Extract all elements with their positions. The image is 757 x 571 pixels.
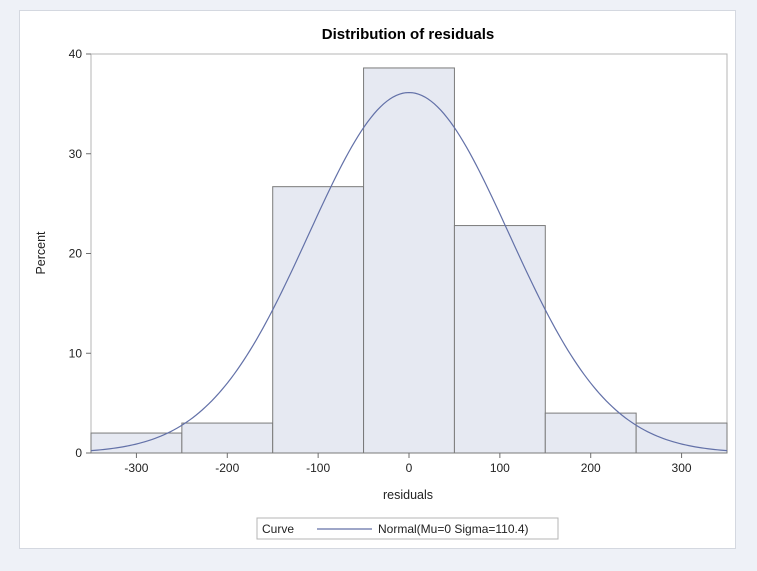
x-tick-label-6: 300 — [672, 461, 692, 475]
legend-box — [256, 517, 559, 540]
histogram-bar-1 — [181, 422, 274, 454]
histogram-bar-4 — [453, 225, 546, 454]
chart-title: Distribution of residuals — [322, 26, 495, 43]
y-tick-label-2: 20 — [69, 247, 83, 261]
x-tick-label-3: 0 — [406, 461, 413, 475]
y-tick-label-3: 30 — [69, 147, 83, 161]
histogram-bar-3 — [363, 67, 455, 454]
chart-panel: Distribution of residuals 0 10 20 30 40 -300… — [19, 10, 736, 549]
y-tick-label-0: 0 — [75, 446, 82, 460]
histogram-bar-0 — [90, 432, 183, 454]
normal-curve-line — [90, 91, 728, 452]
x-tick-label-0: -300 — [124, 461, 148, 475]
curve-group — [90, 91, 728, 452]
histogram-bar-2 — [272, 186, 365, 454]
x-tick-label-5: 200 — [581, 461, 601, 475]
x-tick-label-1: -200 — [215, 461, 239, 475]
legend-entry-normal: Normal(Mu=0 Sigma=110.4) — [378, 522, 529, 536]
x-axis-label: residuals — [383, 488, 433, 502]
legend-title: Curve — [262, 522, 294, 536]
x-tick-label-4: 100 — [490, 461, 510, 475]
histogram-bar-6 — [635, 422, 728, 454]
y-tick-label-1: 10 — [69, 346, 83, 360]
y-tick-label-4: 40 — [69, 47, 83, 61]
legend: Curve Normal(Mu=0 Sigma=110.4) — [256, 517, 559, 540]
x-tick-label-2: -100 — [306, 461, 330, 475]
histogram-chart: Distribution of residuals 0 10 20 30 40 -300… — [34, 26, 728, 540]
x-axis: -300 -200 -100 0 100 200 300 — [124, 453, 692, 475]
y-axis-label: Percent — [34, 231, 48, 275]
bars-group — [90, 67, 728, 454]
histogram-bar-5 — [544, 412, 637, 454]
y-axis: 0 10 20 30 40 — [69, 47, 91, 460]
